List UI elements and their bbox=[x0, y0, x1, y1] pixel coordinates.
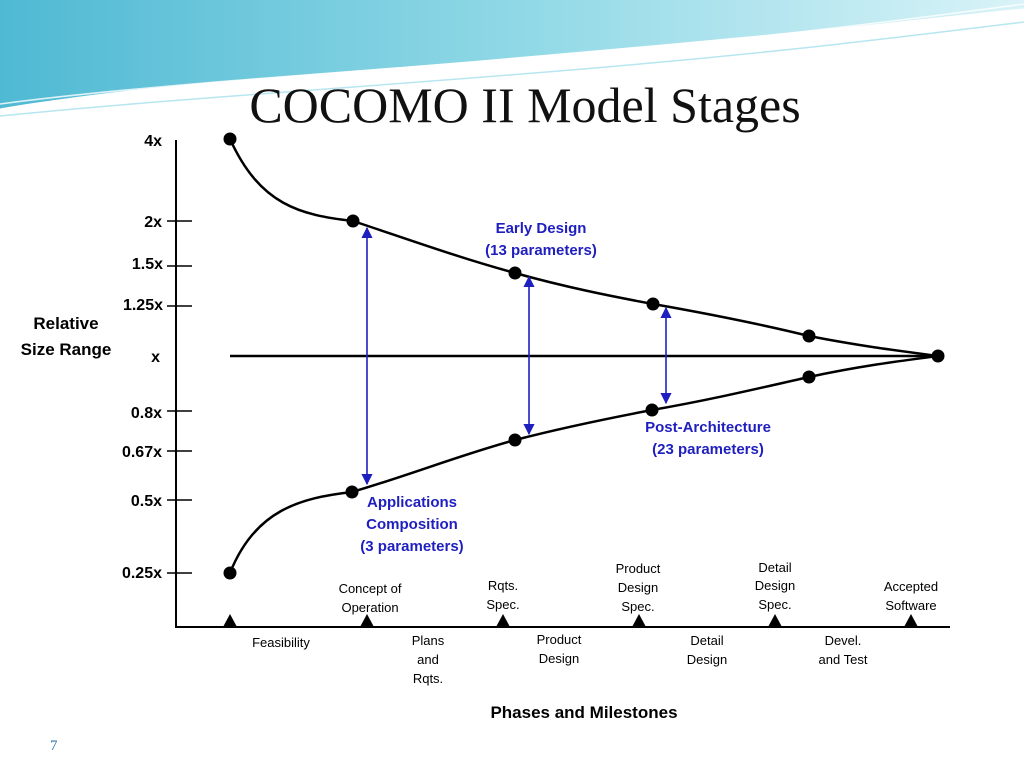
milestone-rqts-line1: Rqts. bbox=[488, 578, 518, 593]
y-tick-label-4x: 4x bbox=[144, 133, 162, 150]
milestone-product-design-line3: Spec. bbox=[621, 599, 654, 614]
point-upper-feasibility bbox=[223, 132, 237, 146]
phase-plans-line2: and bbox=[417, 652, 439, 667]
phase-devel-line2: and Test bbox=[819, 652, 868, 667]
y-tick-label-1-5x: 1.5x bbox=[132, 256, 163, 273]
milestone-accepted-line2: Software bbox=[885, 598, 936, 613]
milestone-marker-rqts bbox=[496, 614, 510, 627]
milestone-marker-accepted bbox=[904, 614, 918, 627]
y-tick-marks bbox=[167, 220, 192, 574]
applications-composition-params: (3 parameters) bbox=[360, 538, 463, 555]
point-accepted bbox=[931, 349, 945, 363]
point-upper-concept bbox=[346, 214, 360, 228]
phase-product-design-line2: Design bbox=[539, 651, 579, 666]
slide-title: COCOMO II Model Stages bbox=[249, 77, 801, 133]
milestone-marker-product-design bbox=[632, 614, 646, 627]
point-upper-rqts bbox=[508, 266, 522, 280]
lower-uncertainty-curve bbox=[228, 354, 939, 574]
early-design-params: (13 parameters) bbox=[485, 242, 597, 259]
y-axis-title-line1: Relative bbox=[33, 314, 98, 333]
milestone-markers bbox=[223, 614, 918, 627]
point-lower-rqts bbox=[508, 433, 522, 447]
early-design-label: Early Design bbox=[496, 220, 587, 237]
applications-composition-label-2: Composition bbox=[366, 516, 458, 533]
y-tick-label-x: x bbox=[151, 349, 160, 366]
point-lower-product-design bbox=[645, 403, 659, 417]
post-architecture-params: (23 parameters) bbox=[652, 441, 764, 458]
y-tick-label-0-5x: 0.5x bbox=[131, 493, 162, 510]
y-axis-title-line2: Size Range bbox=[21, 340, 112, 359]
y-tick-label-2x: 2x bbox=[144, 214, 162, 231]
phase-plans-line1: Plans bbox=[412, 633, 445, 648]
phase-devel-line1: Devel. bbox=[825, 633, 862, 648]
point-upper-detail-design bbox=[802, 329, 816, 343]
milestone-marker-feasibility bbox=[223, 614, 237, 627]
milestone-product-design-line1: Product bbox=[616, 561, 661, 576]
phase-feasibility: Feasibility bbox=[252, 635, 310, 650]
x-axis-title: Phases and Milestones bbox=[490, 703, 677, 722]
milestone-detail-design-line3: Spec. bbox=[758, 597, 791, 612]
milestone-detail-design-line2: Design bbox=[755, 578, 795, 593]
point-lower-concept bbox=[345, 485, 359, 499]
applications-composition-label-1: Applications bbox=[367, 494, 457, 511]
milestone-rqts-line2: Spec. bbox=[486, 597, 519, 612]
milestone-product-design-line2: Design bbox=[618, 580, 658, 595]
estimate-points bbox=[223, 132, 945, 580]
point-lower-feasibility bbox=[223, 566, 237, 580]
y-tick-label-0-25x: 0.25x bbox=[122, 565, 162, 582]
phase-detail-design-line2: Design bbox=[687, 652, 727, 667]
milestone-marker-detail-design bbox=[768, 614, 782, 627]
y-tick-label-0-8x: 0.8x bbox=[131, 405, 162, 422]
milestone-detail-design-line1: Detail bbox=[758, 560, 791, 575]
y-tick-label-0-67x: 0.67x bbox=[122, 444, 162, 461]
upper-uncertainty-curve bbox=[228, 138, 939, 358]
stage-range-arrows bbox=[361, 226, 672, 486]
phase-plans-line3: Rqts. bbox=[413, 671, 443, 686]
milestone-concept-line2: Operation bbox=[341, 600, 398, 615]
post-architecture-label: Post-Architecture bbox=[645, 419, 771, 436]
milestone-accepted-line1: Accepted bbox=[884, 579, 938, 594]
page-number: 7 bbox=[50, 738, 58, 754]
milestone-concept-line1: Concept of bbox=[339, 581, 402, 596]
milestone-marker-concept bbox=[360, 614, 374, 627]
y-tick-label-1-25x: 1.25x bbox=[123, 297, 163, 314]
point-upper-product-design bbox=[646, 297, 660, 311]
point-lower-detail-design bbox=[802, 370, 816, 384]
phase-product-design-line1: Product bbox=[537, 632, 582, 647]
phase-detail-design-line1: Detail bbox=[690, 633, 723, 648]
